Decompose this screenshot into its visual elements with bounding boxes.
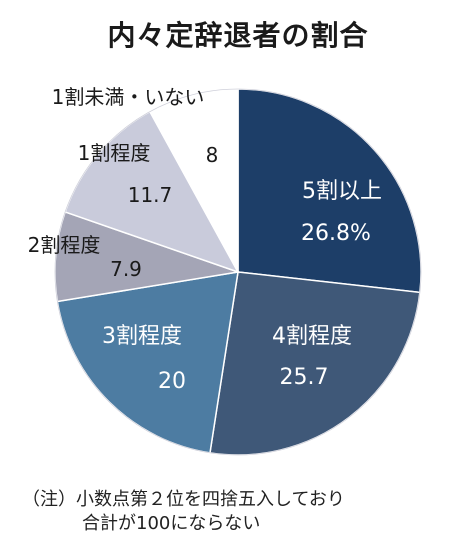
footnote-line-1: （注）小数点第２位を四捨五入しており (22, 489, 345, 510)
slice-name-label: 1割程度 (78, 141, 151, 165)
pie-slice (56, 271, 239, 454)
slice-value-label: 8 (206, 143, 219, 167)
footnote: （注）小数点第２位を四捨五入しており 合計が100にならない (22, 488, 462, 536)
slice-value-label: 25.7 (280, 365, 329, 390)
chart-title: 内々定辞退者の割合 (107, 19, 369, 52)
slice-name-label: 4割程度 (272, 324, 352, 349)
slice-name-label: 5割以上 (302, 179, 382, 204)
slice-name-label: 1割未満・いない (52, 85, 205, 109)
pie-outline (54, 88, 422, 456)
slice-value-label: 11.7 (128, 183, 173, 207)
slice-name-label: 2割程度 (28, 233, 101, 257)
slice-value-label: 20 (158, 369, 186, 394)
footnote-line-2: 合計が100にならない (82, 513, 261, 534)
pie-slice (209, 271, 421, 456)
slice-name-label: 3割程度 (102, 324, 182, 349)
slice-value-label: 7.9 (110, 257, 142, 281)
slice-value-label: 26.8% (301, 221, 371, 246)
